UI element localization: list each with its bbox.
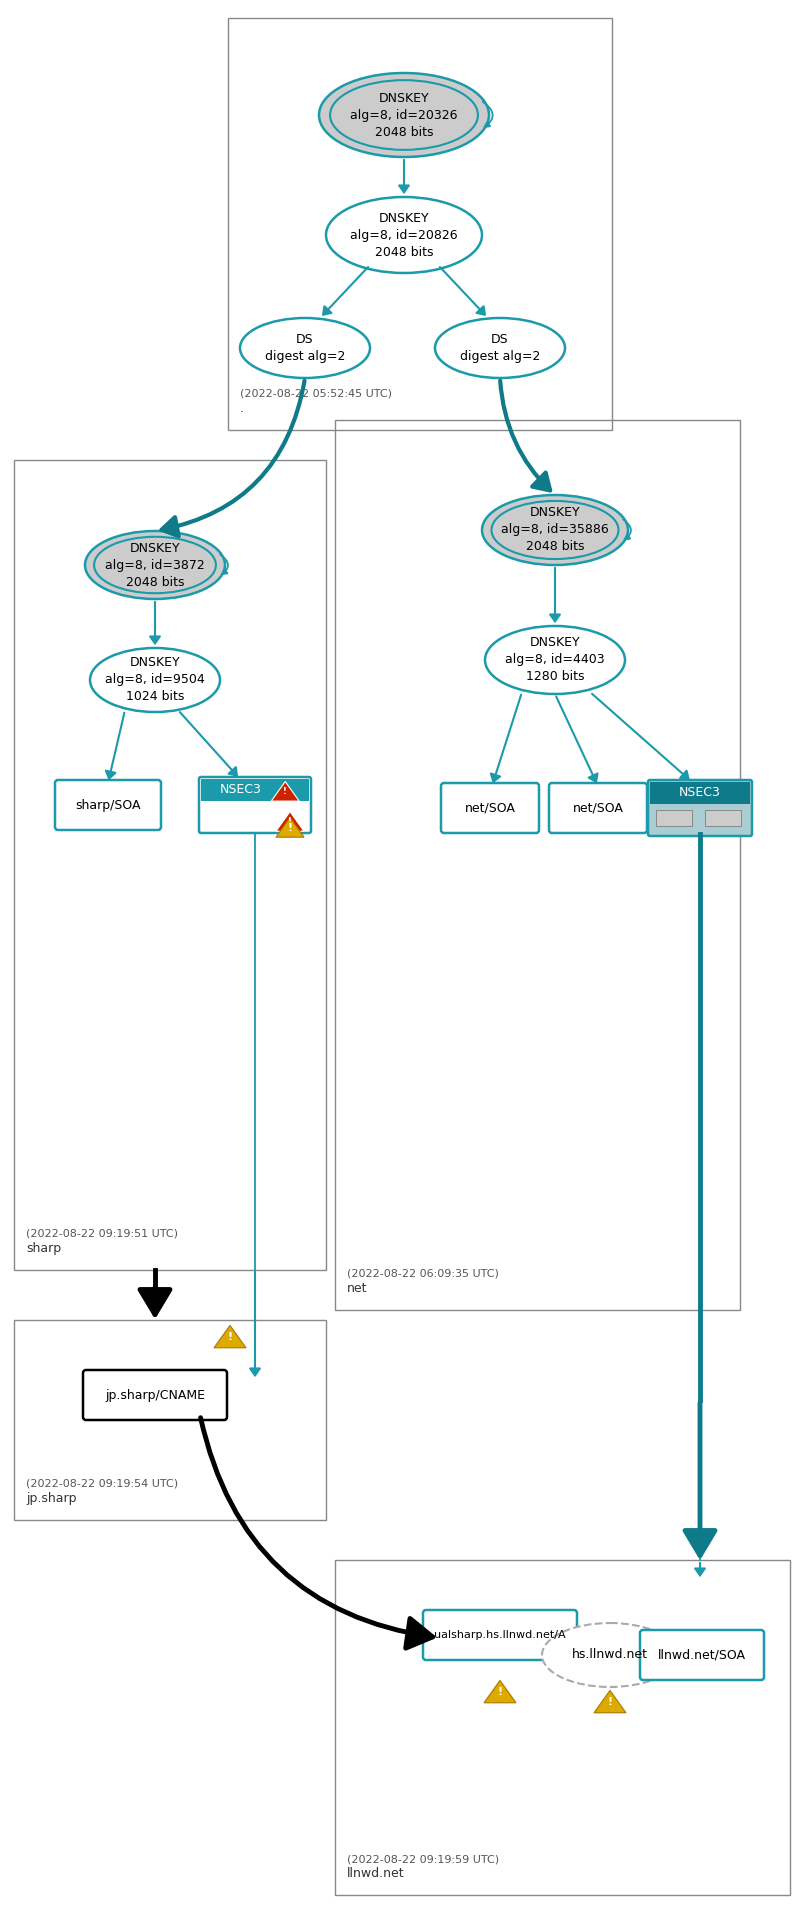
- Text: (2022-08-22 09:19:59 UTC): (2022-08-22 09:19:59 UTC): [347, 1854, 499, 1863]
- Text: llnwd.net/SOA: llnwd.net/SOA: [658, 1648, 746, 1661]
- Text: net/SOA: net/SOA: [573, 801, 624, 814]
- Bar: [705, 810, 741, 826]
- Ellipse shape: [90, 649, 220, 712]
- Text: sharp/SOA: sharp/SOA: [75, 799, 141, 812]
- FancyBboxPatch shape: [640, 1630, 764, 1681]
- Text: jp.sharp: jp.sharp: [26, 1492, 77, 1505]
- Text: jp.sharp/CNAME: jp.sharp/CNAME: [105, 1388, 205, 1401]
- Ellipse shape: [319, 73, 489, 158]
- FancyBboxPatch shape: [549, 783, 647, 834]
- FancyBboxPatch shape: [83, 1371, 227, 1421]
- Polygon shape: [484, 1681, 516, 1704]
- Text: !: !: [608, 1698, 612, 1707]
- Polygon shape: [214, 1326, 246, 1347]
- Text: .: .: [240, 402, 244, 416]
- Text: !: !: [498, 1688, 502, 1698]
- Text: DS
digest alg=2: DS digest alg=2: [265, 333, 345, 364]
- Text: (2022-08-22 06:09:35 UTC): (2022-08-22 06:09:35 UTC): [347, 1269, 499, 1278]
- Ellipse shape: [85, 531, 225, 599]
- Text: DNSKEY
alg=8, id=20326
2048 bits: DNSKEY alg=8, id=20326 2048 bits: [350, 92, 458, 139]
- Ellipse shape: [240, 318, 370, 377]
- Text: !: !: [287, 824, 293, 834]
- FancyBboxPatch shape: [55, 780, 161, 830]
- FancyBboxPatch shape: [199, 778, 311, 834]
- Text: DNSKEY
alg=8, id=4403
1280 bits: DNSKEY alg=8, id=4403 1280 bits: [505, 637, 605, 683]
- Ellipse shape: [542, 1623, 678, 1686]
- Bar: [14, 460, 326, 1270]
- Ellipse shape: [435, 318, 565, 377]
- Text: net/SOA: net/SOA: [464, 801, 515, 814]
- Text: NSEC3: NSEC3: [220, 783, 262, 797]
- Text: DNSKEY
alg=8, id=20826
2048 bits: DNSKEY alg=8, id=20826 2048 bits: [350, 212, 458, 258]
- Text: (2022-08-22 09:19:54 UTC): (2022-08-22 09:19:54 UTC): [26, 1478, 178, 1490]
- Bar: [656, 810, 692, 826]
- Polygon shape: [271, 782, 299, 801]
- Text: !: !: [227, 1332, 232, 1342]
- Text: DNSKEY
alg=8, id=9504
1024 bits: DNSKEY alg=8, id=9504 1024 bits: [105, 656, 205, 703]
- Text: DNSKEY
alg=8, id=35886
2048 bits: DNSKEY alg=8, id=35886 2048 bits: [501, 506, 609, 554]
- Bar: [335, 420, 740, 1311]
- Text: NSEC3: NSEC3: [679, 787, 721, 799]
- Bar: [201, 780, 309, 801]
- Bar: [14, 1321, 326, 1521]
- Text: sharp: sharp: [26, 1242, 61, 1255]
- Text: !: !: [288, 816, 292, 826]
- Bar: [335, 1559, 790, 1894]
- FancyBboxPatch shape: [423, 1609, 577, 1659]
- Ellipse shape: [485, 626, 625, 695]
- Text: net: net: [347, 1282, 367, 1296]
- Text: DNSKEY
alg=8, id=3872
2048 bits: DNSKEY alg=8, id=3872 2048 bits: [105, 541, 205, 589]
- Polygon shape: [276, 818, 304, 837]
- FancyBboxPatch shape: [441, 783, 539, 834]
- Text: llnwd.net: llnwd.net: [347, 1867, 404, 1881]
- Text: (2022-08-22 05:52:45 UTC): (2022-08-22 05:52:45 UTC): [240, 389, 392, 398]
- Polygon shape: [594, 1690, 626, 1713]
- Text: hs.llnwd.net: hs.llnwd.net: [572, 1648, 648, 1661]
- Bar: [650, 782, 750, 805]
- Text: DS
digest alg=2: DS digest alg=2: [460, 333, 540, 364]
- FancyBboxPatch shape: [648, 780, 752, 835]
- Ellipse shape: [326, 196, 482, 273]
- Ellipse shape: [482, 495, 628, 566]
- Text: !: !: [283, 787, 287, 795]
- Bar: [228, 17, 612, 429]
- Polygon shape: [276, 812, 304, 832]
- Text: ualsharp.hs.llnwd.net/A: ualsharp.hs.llnwd.net/A: [434, 1630, 565, 1640]
- Text: (2022-08-22 09:19:51 UTC): (2022-08-22 09:19:51 UTC): [26, 1228, 178, 1240]
